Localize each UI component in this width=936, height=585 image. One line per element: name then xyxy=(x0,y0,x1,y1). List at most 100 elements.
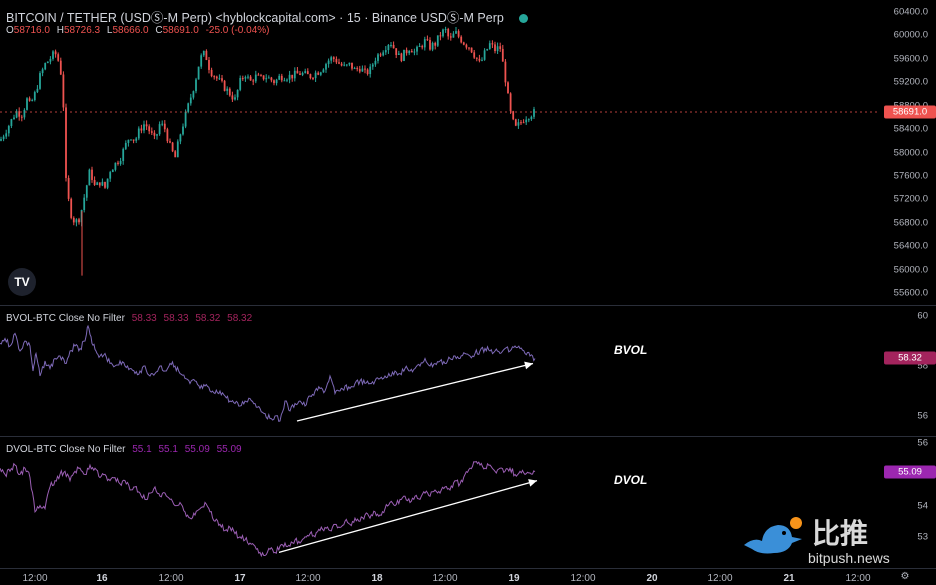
candle xyxy=(189,93,192,106)
candle xyxy=(371,62,374,70)
candle xyxy=(296,67,299,74)
time-axis-divider xyxy=(0,568,936,569)
pane-divider[interactable] xyxy=(0,436,936,437)
candle xyxy=(36,85,39,94)
candle xyxy=(403,49,405,62)
candle xyxy=(312,77,314,81)
open-value: 58716.0 xyxy=(13,25,50,36)
candle xyxy=(494,41,496,54)
candle xyxy=(306,68,309,75)
settings-icon[interactable]: ⚙ xyxy=(900,571,910,582)
time-tick-label: 12:00 xyxy=(570,573,596,584)
candle xyxy=(423,36,426,51)
last-value-tag[interactable]: 58.32 xyxy=(884,351,936,365)
price-pane[interactable]: BITCOIN / TETHER (USDⓈ-M Perp) <hyblockc… xyxy=(0,0,880,305)
candle xyxy=(161,120,164,127)
symbol-label: BITCOIN / TETHER (USDⓈ-M Perp) <hyblockc… xyxy=(6,11,504,25)
time-tick-label: 12:00 xyxy=(158,573,184,584)
candle xyxy=(418,43,421,48)
candle xyxy=(117,160,119,166)
time-tick-label: 16 xyxy=(96,573,108,584)
time-tick-label: 12:00 xyxy=(707,573,733,584)
candle xyxy=(2,134,5,142)
candle xyxy=(228,87,231,97)
candle xyxy=(317,71,320,76)
candle xyxy=(192,90,195,100)
candle xyxy=(83,194,86,213)
candle xyxy=(10,118,13,129)
candle xyxy=(478,54,481,63)
candle xyxy=(244,75,247,82)
bvol-value: 58.33 xyxy=(163,313,189,324)
candle xyxy=(462,41,465,46)
candle xyxy=(514,118,517,127)
candle xyxy=(439,31,442,41)
candle xyxy=(132,139,135,144)
candle xyxy=(400,52,403,63)
candle xyxy=(70,197,73,220)
candle xyxy=(221,74,223,83)
candle xyxy=(202,50,205,57)
candle xyxy=(408,49,411,56)
candle xyxy=(98,182,101,188)
symbol-title: BITCOIN / TETHER (USDⓈ-M Perp) <hyblockc… xyxy=(6,7,532,26)
candle xyxy=(257,72,260,76)
dvol-axis[interactable]: 5655545355.09 xyxy=(880,437,936,568)
candle xyxy=(353,66,356,70)
price-tick-label: 58400.0 xyxy=(893,123,928,135)
last-price-tag[interactable]: 58691.0 xyxy=(884,105,936,119)
candle xyxy=(286,78,288,83)
candle xyxy=(343,61,346,67)
tradingview-logo-icon[interactable]: TV xyxy=(8,268,36,296)
candle xyxy=(327,58,330,68)
dvol-chart-svg xyxy=(0,460,538,558)
candle xyxy=(309,73,312,80)
dvol-value: 55.1 xyxy=(132,444,152,455)
candle xyxy=(390,41,392,48)
candle xyxy=(109,170,112,182)
indicator-tick-label: 53 xyxy=(917,531,928,543)
candle xyxy=(512,110,515,121)
indicator-line xyxy=(0,324,536,423)
price-tick-label: 56400.0 xyxy=(893,240,928,252)
candle xyxy=(348,62,351,67)
candle xyxy=(210,67,213,78)
candle xyxy=(345,64,348,67)
candle xyxy=(85,184,88,201)
candle xyxy=(260,73,262,77)
candle xyxy=(184,109,187,129)
candle xyxy=(26,97,28,111)
pane-divider[interactable] xyxy=(0,305,936,306)
candle xyxy=(384,46,387,55)
open-label: O xyxy=(6,25,14,36)
candle xyxy=(522,119,525,124)
dvol-pane[interactable]: DVOL-BTC Close No Filter 55.1 55.1 55.09… xyxy=(0,437,880,568)
bvol-axis[interactable]: 60 58 56 58.32 xyxy=(880,306,936,436)
candle xyxy=(338,58,340,65)
price-axis[interactable]: 60400.060000.059600.059200.058800.058400… xyxy=(880,0,936,305)
ohlc-legend: O58716.0 H58726.3 L58666.0 C58691.0 -25.… xyxy=(6,25,273,36)
candle xyxy=(104,181,106,189)
dvol-value: 55.1 xyxy=(158,444,178,455)
candle xyxy=(140,124,143,134)
candle xyxy=(208,56,210,74)
candle xyxy=(283,77,286,82)
last-value-tag[interactable]: 55.09 xyxy=(884,465,936,479)
candle xyxy=(525,116,528,126)
bvol-value: 58.33 xyxy=(131,313,157,324)
candle xyxy=(148,124,151,135)
candle xyxy=(137,126,140,141)
candle xyxy=(187,102,190,114)
price-tick-label: 55600.0 xyxy=(893,287,928,299)
candle xyxy=(481,57,483,62)
close-label: C xyxy=(155,25,163,36)
candle xyxy=(93,176,96,186)
candle xyxy=(366,68,369,76)
high-label: H xyxy=(56,25,64,36)
candle xyxy=(59,57,62,76)
time-tick-label: 12:00 xyxy=(22,573,48,584)
candle xyxy=(124,140,127,150)
bvol-pane[interactable]: BVOL-BTC Close No Filter 58.33 58.33 58.… xyxy=(0,306,880,436)
time-tick-label: 12:00 xyxy=(432,573,458,584)
candle xyxy=(332,56,335,63)
